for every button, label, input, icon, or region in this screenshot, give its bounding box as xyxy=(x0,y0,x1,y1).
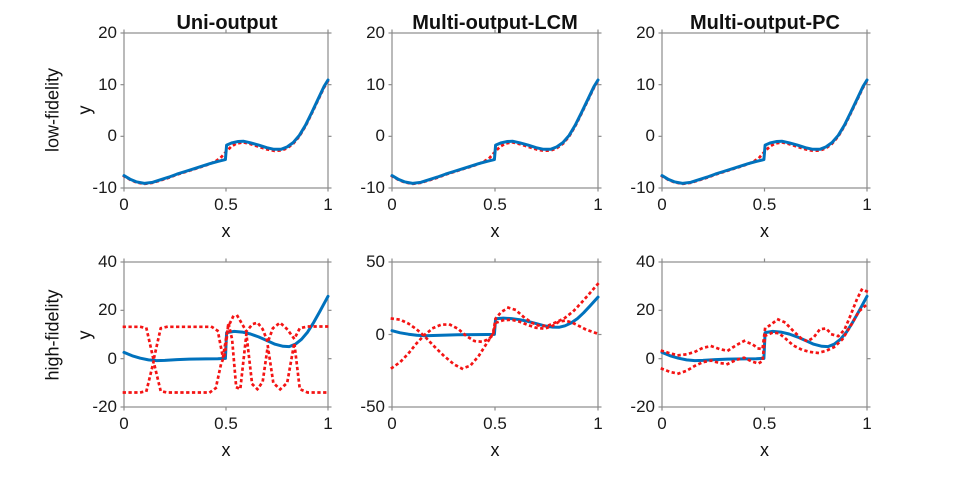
x-tick-label: 0 xyxy=(119,414,129,433)
lcm-low-exact-function-line xyxy=(390,79,600,186)
lcm-high-uncertainty-1-line xyxy=(390,281,600,370)
plot-title-uni-output: Uni-output xyxy=(176,12,278,34)
x-tick-label: 1 xyxy=(593,414,603,433)
x-tick-label: 1 xyxy=(862,414,872,433)
x-axis-label: x xyxy=(760,440,769,460)
plot-pc-high xyxy=(658,258,871,411)
x-tick-label: 0 xyxy=(119,195,129,214)
x-axis-label: x xyxy=(221,221,231,241)
x-tick-label: 0 xyxy=(657,414,667,433)
x-axis-label: x xyxy=(760,221,769,241)
plot-pc-low xyxy=(658,29,871,192)
y-tick-label: 20 xyxy=(98,23,117,42)
x-tick-label: 0.5 xyxy=(752,414,777,433)
y-tick-label: 40 xyxy=(636,252,655,271)
pc-high-uncertainty-lower-line xyxy=(660,302,869,375)
y-tick-label: -20 xyxy=(630,397,655,416)
row-label-low-fidelity: low-fidelity xyxy=(42,67,63,153)
y-tick-label: 20 xyxy=(636,300,655,320)
y-tick-label: 0 xyxy=(645,348,655,368)
uni-high-uncertainty-lower-line xyxy=(122,321,330,394)
axes-box xyxy=(123,32,329,189)
x-tick-label: 1 xyxy=(323,195,333,214)
x-tick-label: 0 xyxy=(657,195,667,214)
y-tick-label: 10 xyxy=(366,74,385,94)
y-tick-label: 0 xyxy=(375,324,385,344)
x-tick-label: 0.5 xyxy=(483,195,507,214)
y-tick-label: 0 xyxy=(375,126,385,146)
y-tick-label: 50 xyxy=(366,252,385,271)
x-tick-label: 0.5 xyxy=(483,414,507,433)
y-tick-label: 0 xyxy=(645,126,655,146)
y-tick-label: -20 xyxy=(92,397,117,416)
x-tick-label: 0.5 xyxy=(214,195,238,214)
x-tick-label: 1 xyxy=(323,414,333,433)
lcm-low-prediction-line xyxy=(390,78,600,185)
x-axis-label: x xyxy=(221,440,231,460)
uni-high-prediction-mean-line xyxy=(122,294,330,363)
y-tick-label: -10 xyxy=(92,178,117,197)
y-tick-label: 0 xyxy=(107,348,117,368)
y-axis-label-low: y xyxy=(74,105,95,115)
x-tick-label: 0 xyxy=(387,414,397,433)
plot-lcm-high xyxy=(388,258,602,411)
lcm-high-uncertainty-2-line xyxy=(390,318,600,370)
y-tick-label: -50 xyxy=(360,397,385,416)
x-tick-label: 0.5 xyxy=(214,414,238,433)
x-axis-label: x xyxy=(490,221,500,241)
y-tick-label: 40 xyxy=(98,252,117,271)
x-tick-label: 0.5 xyxy=(752,195,777,214)
uni-low-prediction-line xyxy=(122,78,330,185)
plot-uni-high xyxy=(120,258,332,411)
x-tick-label: 1 xyxy=(862,195,872,214)
uni-low-exact-function-line xyxy=(122,79,330,186)
plot-lcm-low xyxy=(388,29,602,192)
lcm-high-prediction-mean-line xyxy=(390,295,600,338)
row-label-high-fidelity: high-fidelity xyxy=(42,289,63,381)
y-tick-label: 10 xyxy=(636,74,655,94)
y-tick-label: 20 xyxy=(98,300,117,320)
x-tick-label: 0 xyxy=(387,195,397,214)
plot-uni-low xyxy=(120,29,332,192)
uni-high-uncertainty-upper-line xyxy=(122,314,330,362)
y-tick-label: 20 xyxy=(636,23,655,42)
x-axis-label: x xyxy=(490,440,500,460)
axes-box xyxy=(391,32,599,189)
x-tick-label: 1 xyxy=(593,195,603,214)
y-tick-label: -10 xyxy=(360,178,385,197)
pc-low-prediction-line xyxy=(660,78,869,185)
plot-title-multi-output-pc: Multi-output-PC xyxy=(690,12,840,34)
plot-title-multi-output-lcm: Multi-output-LCM xyxy=(412,12,578,34)
y-tick-label: -10 xyxy=(630,178,655,197)
y-tick-label: 0 xyxy=(107,126,117,146)
axes-box xyxy=(661,32,868,189)
y-axis-label-high: y xyxy=(74,330,95,340)
y-tick-label: 20 xyxy=(366,23,385,42)
pc-high-uncertainty-upper-line xyxy=(660,287,869,357)
pc-low-exact-function-line xyxy=(660,79,869,186)
y-tick-label: 10 xyxy=(98,74,117,94)
